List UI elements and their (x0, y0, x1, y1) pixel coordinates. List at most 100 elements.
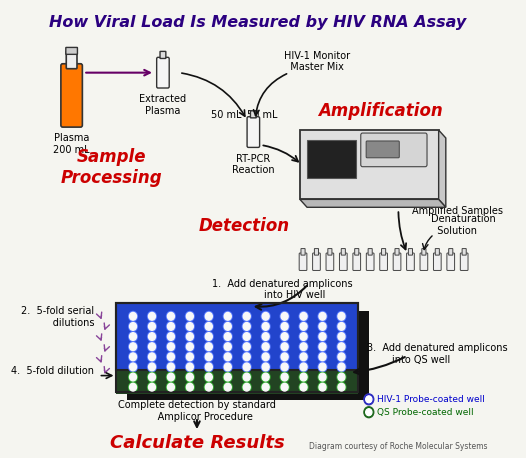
Text: Detection: Detection (199, 217, 290, 235)
FancyBboxPatch shape (393, 253, 401, 271)
Circle shape (186, 362, 194, 372)
Circle shape (261, 372, 270, 382)
Circle shape (167, 343, 175, 350)
Circle shape (129, 333, 137, 340)
Circle shape (319, 322, 326, 330)
FancyBboxPatch shape (301, 249, 305, 255)
Circle shape (167, 333, 175, 340)
Circle shape (167, 373, 175, 381)
FancyBboxPatch shape (361, 133, 427, 167)
Circle shape (148, 352, 156, 362)
Circle shape (281, 312, 288, 320)
Circle shape (299, 352, 308, 362)
FancyBboxPatch shape (250, 111, 256, 118)
FancyBboxPatch shape (116, 303, 358, 370)
Circle shape (205, 383, 213, 391)
Circle shape (205, 333, 213, 340)
FancyBboxPatch shape (368, 249, 372, 255)
Circle shape (299, 372, 308, 382)
Circle shape (280, 372, 289, 382)
Circle shape (167, 353, 175, 360)
Circle shape (280, 352, 289, 362)
Circle shape (224, 322, 231, 330)
Circle shape (186, 332, 194, 341)
Circle shape (224, 333, 231, 340)
Circle shape (338, 373, 345, 381)
Circle shape (205, 322, 213, 330)
Circle shape (300, 343, 307, 350)
Circle shape (167, 382, 175, 392)
Circle shape (224, 343, 231, 350)
Circle shape (186, 342, 194, 351)
FancyBboxPatch shape (380, 253, 388, 271)
Circle shape (261, 352, 270, 362)
Circle shape (261, 382, 270, 392)
Circle shape (129, 312, 137, 320)
Circle shape (205, 382, 213, 392)
Circle shape (338, 312, 345, 320)
Circle shape (205, 312, 213, 320)
Circle shape (318, 322, 327, 331)
Circle shape (337, 372, 346, 382)
Circle shape (319, 353, 326, 360)
Circle shape (129, 322, 137, 331)
Circle shape (318, 352, 327, 362)
FancyBboxPatch shape (116, 367, 358, 394)
FancyBboxPatch shape (307, 140, 356, 178)
Circle shape (129, 362, 137, 372)
Circle shape (299, 342, 308, 351)
Circle shape (148, 333, 156, 340)
Circle shape (205, 332, 213, 341)
Circle shape (205, 343, 213, 350)
Circle shape (148, 342, 156, 351)
Circle shape (148, 332, 156, 341)
Circle shape (224, 312, 231, 320)
Text: QS Probe-coated well: QS Probe-coated well (377, 408, 473, 417)
FancyBboxPatch shape (353, 253, 361, 271)
FancyBboxPatch shape (341, 249, 346, 255)
Circle shape (167, 322, 175, 330)
Circle shape (319, 343, 326, 350)
Circle shape (186, 322, 194, 331)
Circle shape (243, 312, 250, 320)
Text: 50 mL: 50 mL (247, 110, 278, 120)
Circle shape (319, 333, 326, 340)
FancyBboxPatch shape (339, 253, 347, 271)
Text: HIV-1 Monitor
  Master Mix: HIV-1 Monitor Master Mix (284, 51, 350, 72)
Circle shape (281, 363, 288, 371)
Circle shape (129, 382, 137, 392)
Circle shape (242, 311, 251, 321)
Circle shape (148, 312, 156, 320)
Circle shape (318, 382, 327, 392)
FancyBboxPatch shape (160, 51, 166, 59)
Circle shape (337, 382, 346, 392)
Circle shape (167, 372, 175, 382)
FancyBboxPatch shape (300, 130, 439, 199)
Text: HIV-1 Probe-coated well: HIV-1 Probe-coated well (377, 395, 485, 404)
Circle shape (186, 333, 194, 340)
Text: Amplified Samples: Amplified Samples (412, 206, 503, 216)
Circle shape (281, 343, 288, 350)
Circle shape (224, 342, 232, 351)
Circle shape (148, 322, 156, 331)
FancyBboxPatch shape (326, 253, 333, 271)
Circle shape (280, 342, 289, 351)
Circle shape (281, 353, 288, 360)
Circle shape (337, 352, 346, 362)
Circle shape (186, 353, 194, 360)
Circle shape (243, 333, 250, 340)
Text: 3.  Add denatured amplicons
        into QS well: 3. Add denatured amplicons into QS well (367, 343, 508, 365)
Circle shape (129, 343, 137, 350)
Circle shape (205, 311, 213, 321)
Circle shape (186, 363, 194, 371)
FancyBboxPatch shape (447, 253, 454, 271)
Circle shape (186, 312, 194, 320)
Text: Calculate Results: Calculate Results (109, 434, 285, 452)
Circle shape (319, 383, 326, 391)
Circle shape (129, 322, 137, 330)
Circle shape (224, 352, 232, 362)
FancyBboxPatch shape (247, 117, 260, 147)
Circle shape (186, 373, 194, 381)
FancyBboxPatch shape (299, 253, 307, 271)
FancyBboxPatch shape (462, 249, 466, 255)
